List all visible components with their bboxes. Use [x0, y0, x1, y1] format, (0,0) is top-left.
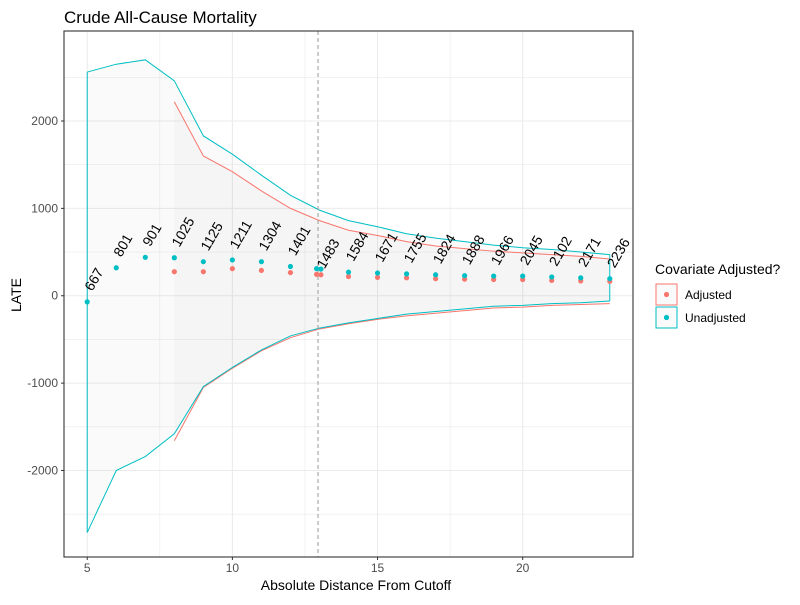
- point-unadjusted: [258, 259, 265, 265]
- plot-background: [64, 31, 633, 557]
- point-unadjusted: [374, 270, 381, 276]
- point-adjusted: [374, 274, 381, 280]
- point-adjusted: [200, 269, 206, 275]
- point-unadjusted: [200, 259, 206, 265]
- x-tick-label: 15: [371, 561, 385, 575]
- point-unadjusted: [287, 263, 294, 270]
- legend-label-unadjusted: Unadjusted: [685, 311, 746, 325]
- point-adjusted: [313, 271, 320, 277]
- legend: Covariate Adjusted? Adjusted Unadjusted: [655, 261, 781, 329]
- point-unadjusted: [345, 269, 352, 275]
- lower-bound-line-adjusted: [173, 303, 610, 442]
- x-tick-label: 5: [84, 561, 91, 575]
- y-tick-label: 0: [51, 289, 58, 303]
- y-tick-label: 2000: [31, 114, 58, 128]
- legend-marker-unadjusted: [663, 314, 670, 321]
- point-unadjusted: [549, 274, 555, 280]
- ribbon-unadjusted: [87, 59, 610, 533]
- point-unadjusted: [229, 257, 235, 263]
- x-tick-label: 20: [516, 561, 530, 575]
- y-tick-label: -2000: [27, 463, 58, 477]
- y-tick-label: 1000: [31, 201, 58, 215]
- legend-marker-adjusted: [663, 291, 670, 298]
- chart-title: Crude All-Cause Mortality: [64, 8, 257, 27]
- point-unadjusted: [313, 266, 320, 272]
- x-tick-label: 10: [226, 561, 240, 575]
- point-adjusted: [258, 267, 265, 274]
- legend-items: Adjusted Unadjusted: [655, 283, 746, 329]
- point-unadjusted: [171, 255, 177, 261]
- point-adjusted: [318, 272, 324, 278]
- legend-title: Covariate Adjusted?: [655, 261, 781, 277]
- point-adjusted: [345, 273, 352, 280]
- x-axis-label: Absolute Distance From Cutoff: [261, 577, 451, 593]
- point-unadjusted: [520, 273, 526, 279]
- plot-border: [63, 30, 634, 558]
- point-unadjusted: [142, 254, 148, 260]
- point-unadjusted: [113, 265, 119, 271]
- point-unadjusted: [403, 271, 410, 277]
- point-adjusted: [171, 269, 177, 275]
- point-unadjusted: [462, 273, 468, 279]
- point-unadjusted: [318, 266, 324, 272]
- upper-bound-line-unadjusted: [87, 59, 610, 256]
- legend-label-adjusted: Adjusted: [685, 288, 732, 302]
- point-unadjusted: [578, 275, 584, 281]
- y-axis-label: LATE: [8, 278, 24, 312]
- point-unadjusted: [84, 299, 90, 305]
- point-adjusted: [287, 269, 294, 276]
- point-adjusted: [403, 275, 410, 281]
- point-adjusted: [229, 266, 235, 272]
- point-unadjusted: [432, 272, 439, 278]
- point-adjusted: [432, 276, 439, 282]
- point-unadjusted: [607, 276, 613, 282]
- point-unadjusted: [491, 273, 497, 279]
- ribbon-adjusted: [174, 101, 610, 441]
- y-tick-label: -1000: [27, 376, 58, 390]
- lower-bound-line-unadjusted: [86, 300, 610, 533]
- upper-bound-line-adjusted: [173, 101, 610, 260]
